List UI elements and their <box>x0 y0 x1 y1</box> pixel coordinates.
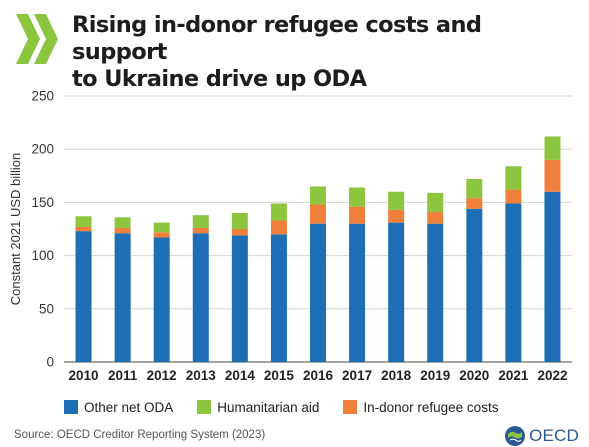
x-tick-label: 2016 <box>303 368 334 383</box>
bar-segment <box>388 222 405 362</box>
x-tick-label-line: 2010 <box>69 368 99 383</box>
x-tick-label-line: 2020 <box>459 368 489 383</box>
bar-segment <box>349 187 366 207</box>
x-tick-label-line: 2017 <box>342 368 372 383</box>
bar-segment <box>427 223 444 362</box>
bar-segment <box>544 191 561 362</box>
y-tick-label: 200 <box>31 142 54 157</box>
x-tick-label-line: 2013 <box>186 368 217 383</box>
bar-segment <box>310 204 326 224</box>
x-tick-label-line: 2016 <box>303 368 334 383</box>
x-tick-label: 2010 <box>69 368 99 383</box>
legend-item-other-net-oda: Other net ODA <box>64 400 173 415</box>
x-tick-label: 2011 <box>108 368 138 383</box>
x-tick-label-line: 2011 <box>108 368 138 383</box>
bar-segment <box>505 203 522 362</box>
bar-segment <box>192 215 209 228</box>
globe-icon <box>505 426 526 446</box>
y-tick-label: 250 <box>31 89 54 104</box>
chart-header: Rising in-donor refugee costs and suppor… <box>14 10 584 92</box>
bar-segment <box>505 189 522 204</box>
bar-segment <box>388 191 405 210</box>
y-tick-label: 50 <box>39 301 54 316</box>
legend-swatch-other-net-oda <box>64 400 78 414</box>
bar-segment <box>75 226 92 232</box>
source-note: Source: OECD Creditor Reporting System (… <box>14 429 266 441</box>
bar-segment <box>231 235 248 362</box>
bar-segment <box>310 186 326 205</box>
x-tick-label: 2019 <box>420 368 450 383</box>
title-line-1: Rising in-donor refugee costs and suppor… <box>72 12 482 65</box>
bar-segment <box>427 211 444 224</box>
legend-label-humanitarian-aid: Humanitarian aid <box>217 399 320 415</box>
chevron-logo-icon <box>16 14 58 64</box>
bar-segment <box>114 227 131 234</box>
y-axis-label: Constant 2021 USD billion <box>8 153 23 305</box>
bar-segment <box>153 222 170 233</box>
bar-segment <box>270 203 287 221</box>
x-tick-label-line: (prel.) <box>534 383 572 384</box>
legend-label-refugee-costs: In-donor refugee costs <box>363 399 499 415</box>
bar-segment <box>544 159 561 192</box>
x-tick-label-line: 2022 <box>537 368 567 383</box>
x-tick-label: 2014 <box>225 368 256 383</box>
bar-segment <box>310 223 326 362</box>
bar-segment <box>388 209 405 223</box>
chart-title: Rising in-donor refugee costs and suppor… <box>72 12 582 93</box>
y-tick-label: 150 <box>31 195 54 210</box>
bar-segment <box>75 216 92 227</box>
x-tick-label-line: 2012 <box>147 368 177 383</box>
bar-segment <box>466 178 483 199</box>
bar-segment <box>427 192 444 212</box>
x-tick-label-line: 2019 <box>420 368 450 383</box>
legend-swatch-refugee-costs <box>343 400 358 414</box>
legend-swatch-humanitarian-aid <box>197 400 212 414</box>
bar-segment <box>153 232 170 238</box>
chart-legend: Other net ODA Humanitarian aid In-donor … <box>64 397 522 417</box>
x-tick-label: 2012 <box>147 368 177 383</box>
x-tick-label-line: 2021 <box>498 368 529 383</box>
legend-item-refugee-costs: In-donor refugee costs <box>343 400 498 415</box>
logo-text: OECD <box>529 426 579 445</box>
bar-segment <box>270 220 287 235</box>
bar-segment <box>153 237 170 362</box>
y-tick-label: 0 <box>46 355 54 370</box>
bar-segment <box>270 234 287 362</box>
legend-item-humanitarian-aid: Humanitarian aid <box>197 400 319 415</box>
bar-segment <box>349 223 366 362</box>
bar-segment <box>466 198 483 209</box>
chart-area: 0 50 100 150 200 250 Constant 2021 USD billion… <box>0 84 589 398</box>
bar-segment <box>114 233 131 362</box>
bar-segment <box>192 227 209 234</box>
bar-segment <box>231 229 248 236</box>
x-tick-label: 2017 <box>342 368 372 383</box>
x-tick-label: 2020 <box>459 368 489 383</box>
x-tick-label: 2022(prel.) <box>534 368 572 384</box>
x-tick-label-line: 2018 <box>381 368 412 383</box>
x-tick-label-line: 2014 <box>225 368 256 383</box>
bar-segment <box>192 233 209 362</box>
x-tick-label: 2015 <box>264 368 295 383</box>
bar-segment <box>349 206 366 224</box>
y-tick-label: 100 <box>31 248 54 263</box>
x-tick-label: 2021 <box>498 368 529 383</box>
legend-label-other-net-oda: Other net ODA <box>84 399 174 415</box>
bar-segment <box>466 208 483 362</box>
bar-segment <box>114 217 131 228</box>
bar-segment <box>231 213 248 229</box>
bar-segment <box>75 231 92 362</box>
x-tick-label-line: 2015 <box>264 368 295 383</box>
bar-segment <box>544 136 561 160</box>
oecd-logo: OECD <box>504 425 579 447</box>
bar-segment <box>505 166 522 190</box>
x-tick-label: 2018 <box>381 368 412 383</box>
stacked-bar-chart: 0 50 100 150 200 250 Constant 2021 USD billion… <box>8 89 572 398</box>
x-tick-label: 2013 <box>186 368 217 383</box>
title-line-2: to Ukraine drive up ODA <box>72 66 367 92</box>
